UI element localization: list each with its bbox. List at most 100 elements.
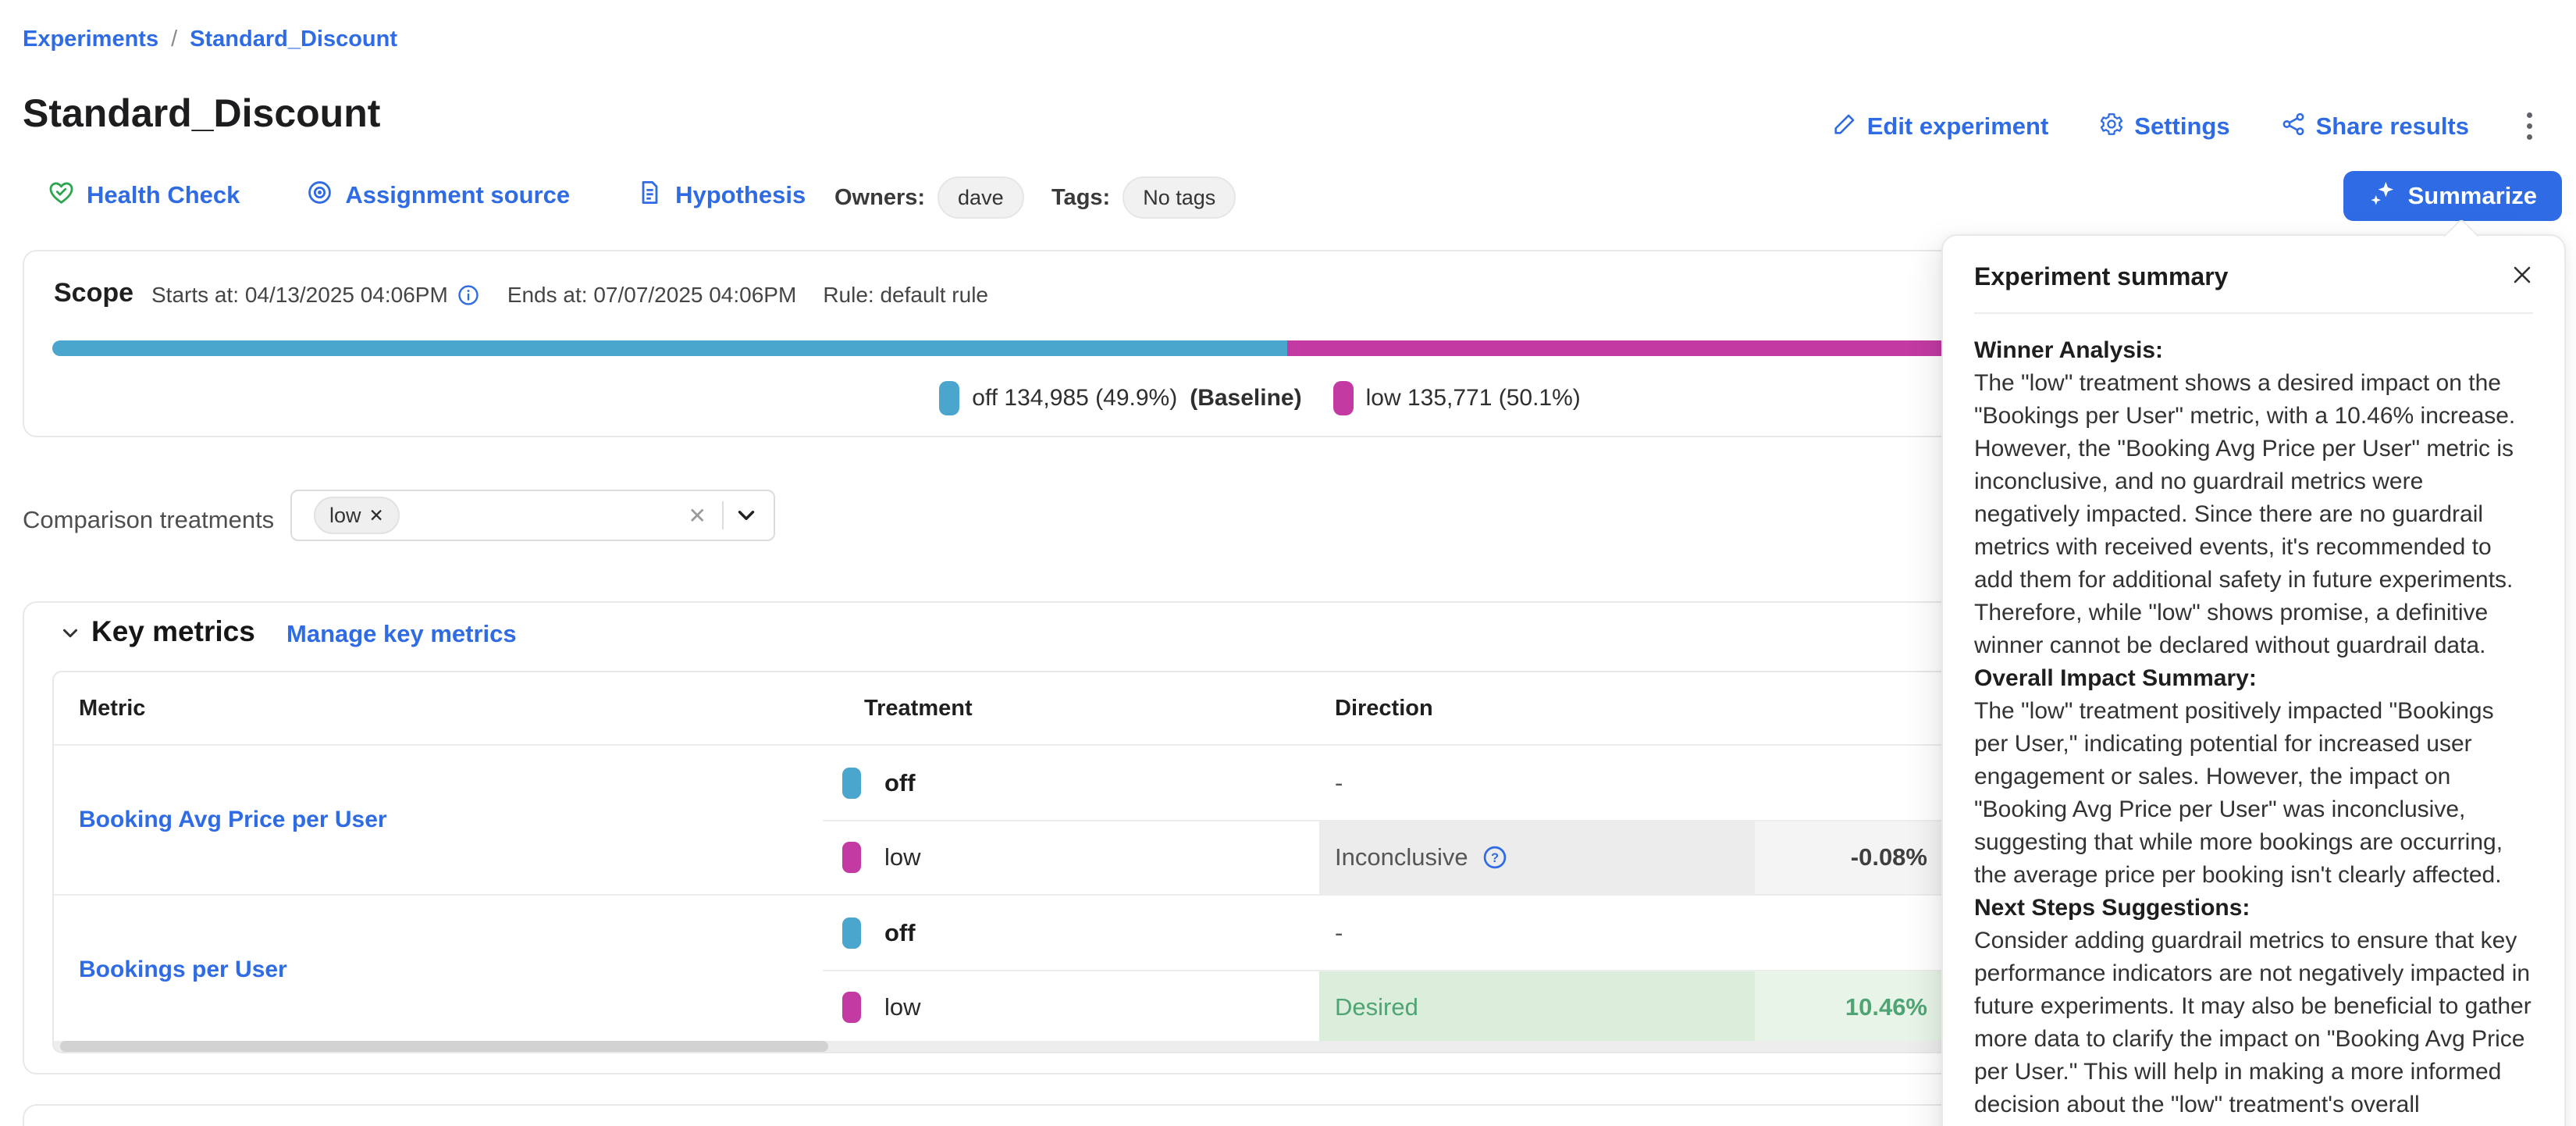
low-swatch (842, 991, 861, 1023)
info-circle-icon[interactable] (456, 283, 481, 308)
hypothesis-label: Hypothesis (675, 180, 806, 208)
clear-selection-icon[interactable]: ✕ (688, 503, 706, 528)
health-check-label: Health Check (87, 180, 240, 208)
comparison-treatments-select[interactable]: low ✕ ✕ (290, 490, 775, 541)
breadcrumb-link-experiments[interactable]: Experiments (23, 27, 159, 52)
gear-icon (2098, 111, 2125, 141)
metric-link-bookings-per-user[interactable]: Bookings per User (79, 957, 287, 982)
scope-meta: Starts at: 04/13/2025 04:06PM Ends at: 0… (151, 283, 988, 308)
treatment-chip-low[interactable]: low ✕ (314, 497, 400, 534)
treatment-name: off (884, 769, 916, 796)
column-header-direction: Direction (1335, 695, 1433, 721)
treatment-name: low (884, 993, 921, 1021)
summarize-label: Summarize (2407, 182, 2537, 209)
sparkles-icon (2368, 179, 2397, 214)
overall-impact-heading: Overall Impact Summary: (1974, 665, 2257, 691)
settings-button[interactable]: Settings (2098, 111, 2230, 141)
document-icon (635, 178, 664, 211)
next-steps-heading: Next Steps Suggestions: (1974, 895, 2250, 921)
share-results-button[interactable]: Share results (2280, 111, 2469, 141)
scope-title: Scope (54, 278, 134, 308)
breadcrumb: Experiments / Standard_Discount (23, 27, 397, 52)
delta-value-cell: 10.46% (1755, 970, 1941, 1044)
metric-link-booking-avg-price[interactable]: Booking Avg Price per User (79, 807, 387, 832)
direction-cell-desired: Desired (1319, 970, 1755, 1044)
horizontal-scrollbar-track[interactable] (54, 1041, 2525, 1052)
direction-cell-inconclusive: Inconclusive ? (1319, 820, 1755, 894)
table-row: Bookings per User off - (54, 896, 2525, 1044)
assignment-source-label: Assignment source (345, 180, 571, 208)
breadcrumb-separator: / (171, 27, 178, 52)
owners-group: Owners: dave (834, 176, 1024, 219)
pencil-icon (1831, 111, 1858, 141)
delta-value-cell: -0.08% (1755, 820, 1941, 894)
allocation-legend: off 134,985 (49.9%) (Baseline) low 135,7… (24, 381, 2496, 415)
edit-experiment-label: Edit experiment (1866, 112, 2049, 140)
off-swatch (939, 381, 960, 415)
column-header-treatment: Treatment (864, 695, 973, 721)
svg-text:?: ? (1491, 851, 1499, 865)
hypothesis-link[interactable]: Hypothesis (635, 178, 806, 211)
off-swatch (842, 917, 861, 949)
delta-value-cell (1755, 746, 1941, 820)
winner-analysis-body: The "low" treatment shows a desired impa… (1974, 370, 2516, 658)
legend-off-label: off 134,985 (49.9%) (972, 385, 1178, 411)
kebab-menu-icon[interactable] (2519, 109, 2540, 143)
scope-starts-at: Starts at: 04/13/2025 04:06PM (151, 283, 448, 307)
select-divider (722, 501, 724, 529)
summarize-button[interactable]: Summarize (2343, 171, 2562, 221)
off-swatch (842, 767, 861, 799)
tags-group: Tags: No tags (1051, 176, 1236, 219)
chevron-down-icon[interactable] (733, 502, 760, 529)
chip-remove-icon[interactable]: ✕ (368, 504, 384, 526)
experiment-summary-panel: Experiment summary Winner Analysis: The … (1941, 234, 2566, 1126)
allocation-segment-off (52, 340, 1287, 356)
legend-baseline-label: (Baseline) (1190, 385, 1302, 411)
low-swatch (842, 841, 861, 873)
treatment-subrow-low: low Inconclusive ? -0.08% (823, 820, 2525, 894)
winner-analysis-heading: Winner Analysis: (1974, 337, 2164, 363)
question-circle-icon[interactable]: ? (1481, 843, 1509, 871)
legend-item-off: off 134,985 (49.9%) (Baseline) (939, 381, 1302, 415)
treatment-name: off (884, 919, 916, 946)
legend-item-low: low 135,771 (50.1%) (1332, 381, 1581, 415)
breadcrumb-link-current[interactable]: Standard_Discount (190, 27, 398, 52)
key-metrics-title: Key metrics (91, 615, 255, 647)
owner-chip[interactable]: dave (938, 176, 1024, 219)
delta-value-cell (1755, 896, 1941, 970)
summary-panel-body: Winner Analysis: The "low" treatment sho… (1974, 334, 2533, 1121)
assignment-source-link[interactable]: Assignment source (305, 178, 570, 211)
legend-low-label: low 135,771 (50.1%) (1365, 385, 1581, 411)
treatment-chip-label: low (329, 503, 361, 527)
health-check-link[interactable]: Health Check (47, 178, 240, 211)
target-icon (305, 178, 334, 211)
share-icon (2280, 111, 2307, 141)
edit-experiment-button[interactable]: Edit experiment (1831, 111, 2049, 141)
horizontal-scrollbar-thumb[interactable] (60, 1041, 828, 1052)
toolbar-links: Health Check Assignment source Hypothesi… (47, 178, 806, 211)
comparison-treatments-label: Comparison treatments (23, 506, 275, 533)
tags-label: Tags: (1051, 184, 1111, 210)
table-row: Booking Avg Price per User off - (54, 746, 2525, 896)
close-icon[interactable] (2508, 261, 2536, 289)
column-header-metric: Metric (79, 695, 146, 721)
treatment-name: low (884, 843, 921, 871)
next-steps-body: Consider adding guardrail metrics to ens… (1974, 928, 2532, 1117)
treatment-subrow-off: off - (823, 896, 2525, 970)
summary-panel-title: Experiment summary (1974, 262, 2229, 290)
treatment-subrow-off: off - (823, 746, 2525, 820)
owners-label: Owners: (834, 184, 926, 210)
subrow-divider (823, 820, 2525, 821)
manage-key-metrics-link[interactable]: Manage key metrics (286, 620, 517, 647)
treatment-subrow-low: low Desired 10.46% (823, 970, 2525, 1044)
settings-label: Settings (2134, 112, 2230, 140)
direction-cell: - (1335, 769, 1343, 796)
collapse-chevron-down-icon[interactable] (59, 622, 82, 645)
tags-chip: No tags (1123, 176, 1236, 219)
scope-rule: Rule: default rule (823, 283, 988, 307)
direction-cell: - (1335, 919, 1343, 946)
table-header-row: Metric Treatment Direction (54, 672, 2525, 746)
scope-ends-at: Ends at: 07/07/2025 04:06PM (507, 283, 797, 307)
subrow-divider (823, 970, 2525, 971)
